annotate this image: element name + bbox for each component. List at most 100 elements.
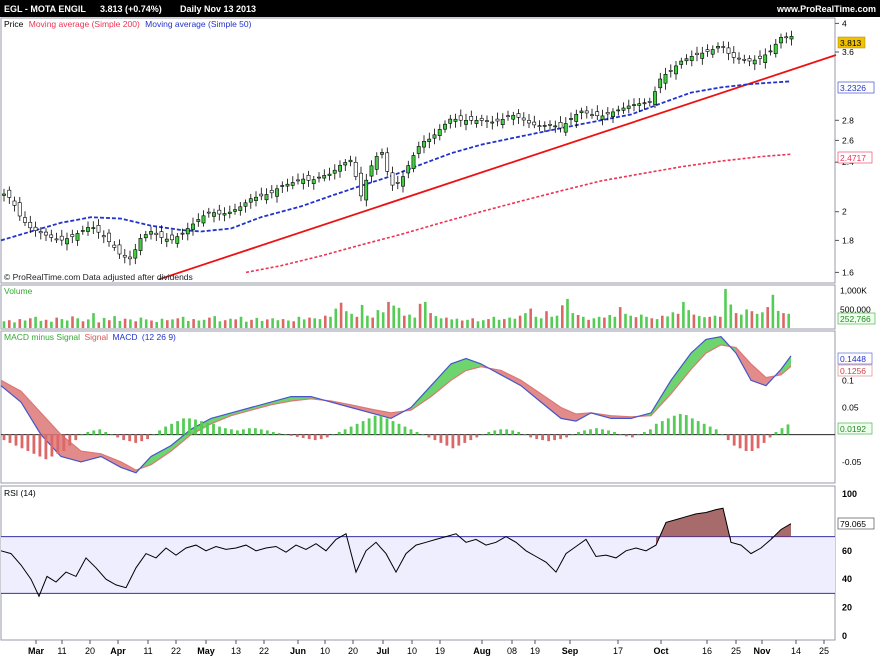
volume-bar — [381, 312, 385, 328]
macd-histogram-bar — [8, 434, 12, 443]
macd-histogram-bar — [20, 434, 24, 449]
macd-fill — [501, 370, 521, 386]
macd-histogram-bar — [738, 434, 742, 449]
volume-bar — [492, 316, 496, 328]
candle-body — [427, 138, 432, 142]
macd-fill — [371, 409, 391, 419]
candle-body — [632, 104, 636, 106]
volume-bar — [50, 321, 53, 328]
x-tick-label: 20 — [85, 646, 95, 656]
volume-bar — [645, 316, 648, 328]
volume-bar — [618, 307, 622, 328]
x-tick-label: 16 — [702, 646, 712, 656]
volume-bar — [302, 319, 306, 328]
macd-histogram-bar — [553, 434, 556, 441]
price-tick-label: 1.8 — [842, 235, 854, 245]
candle-body — [54, 238, 59, 241]
candle-body — [175, 236, 180, 244]
candle-body — [626, 105, 631, 109]
volume-tick-label: 500,000 — [840, 304, 871, 314]
macd-histogram-bar — [595, 428, 598, 435]
macd-fill — [521, 380, 541, 403]
volume-bar — [324, 315, 327, 328]
candle-body — [44, 231, 48, 236]
volume-bar — [39, 320, 43, 328]
last-quote: 3.813 (+0.74%) — [100, 4, 162, 14]
macd-histogram-bar — [373, 415, 377, 435]
macd-histogram-bar — [672, 415, 676, 435]
volume-bar — [160, 318, 164, 328]
volume-bar — [245, 321, 248, 328]
candle-body — [684, 58, 689, 62]
candle-body — [149, 231, 153, 235]
rsi-last-value: 79.065 — [840, 519, 866, 529]
candle-body — [527, 120, 531, 124]
volume-bar — [524, 313, 527, 328]
candle-body — [369, 165, 374, 177]
volume-bar — [134, 321, 137, 328]
volume-bar — [676, 313, 680, 328]
candle-body — [406, 165, 411, 174]
volume-bar — [413, 317, 417, 328]
candle-body — [595, 111, 600, 116]
macd-fill — [1, 380, 21, 403]
macd-histogram-bar — [637, 434, 640, 436]
volume-bar — [76, 318, 79, 328]
macd-histogram-bar — [583, 430, 586, 435]
candle-body — [516, 113, 521, 118]
macd-histogram-bar — [68, 434, 72, 446]
macd-histogram-bar — [631, 434, 634, 438]
volume-bar — [634, 317, 638, 328]
volume-bar — [434, 316, 438, 328]
candle-body — [38, 231, 43, 234]
volume-bar — [187, 320, 190, 328]
macd-line — [0, 336, 792, 474]
volume-bar — [255, 317, 259, 328]
macd-histogram-bar — [86, 432, 90, 435]
volume-bar — [408, 314, 411, 328]
macd-histogram-bar — [756, 434, 760, 449]
macd-histogram-bar — [44, 434, 48, 460]
macd-last-value: 0.1448 — [840, 354, 866, 364]
volume-bar — [129, 319, 132, 328]
candle-body — [122, 255, 127, 258]
macd-histogram-bar — [529, 434, 533, 438]
volume-bar — [13, 322, 16, 328]
volume-bar — [724, 288, 727, 328]
macd-histogram-legend: MACD minus Signal — [4, 332, 80, 342]
rsi-last-tag — [837, 517, 875, 530]
volume-bar — [771, 294, 775, 328]
data-footer: © ProRealTime.com Data adjusted after di… — [4, 272, 193, 282]
x-tick-label: 11 — [57, 646, 66, 656]
macd-fill — [691, 339, 706, 370]
x-tick-label: 10 — [407, 646, 417, 656]
volume-bar — [518, 315, 522, 328]
macd-histogram-bar — [212, 423, 215, 435]
candle-body — [474, 120, 479, 124]
last-price-tag — [837, 36, 866, 49]
macd-histogram-bar — [343, 429, 347, 435]
macd-histogram-bar — [248, 428, 251, 435]
x-tick-label: 22 — [171, 646, 181, 656]
svg-text:3.813: 3.813 — [840, 38, 862, 48]
svg-text:0.0192: 0.0192 — [840, 424, 866, 434]
volume-bar — [71, 316, 74, 328]
macd-histogram-bar — [403, 426, 407, 435]
candle-body — [138, 238, 143, 251]
macd-histogram-bar — [194, 419, 197, 435]
macd-histogram-bar — [367, 418, 371, 435]
candle-body — [338, 165, 342, 172]
candle-body — [390, 172, 395, 186]
volume-bar — [81, 321, 85, 328]
candle-body — [689, 55, 694, 61]
candle-body — [154, 232, 159, 235]
volume-bar — [582, 316, 585, 328]
candle-body — [201, 215, 206, 224]
volume-bar — [539, 318, 543, 328]
volume-bar — [181, 316, 185, 328]
macd-histogram-bar — [230, 429, 233, 435]
volume-bar — [8, 320, 11, 328]
candle-body — [511, 115, 516, 120]
volume-bar — [629, 315, 632, 328]
macd-fill — [541, 393, 561, 419]
